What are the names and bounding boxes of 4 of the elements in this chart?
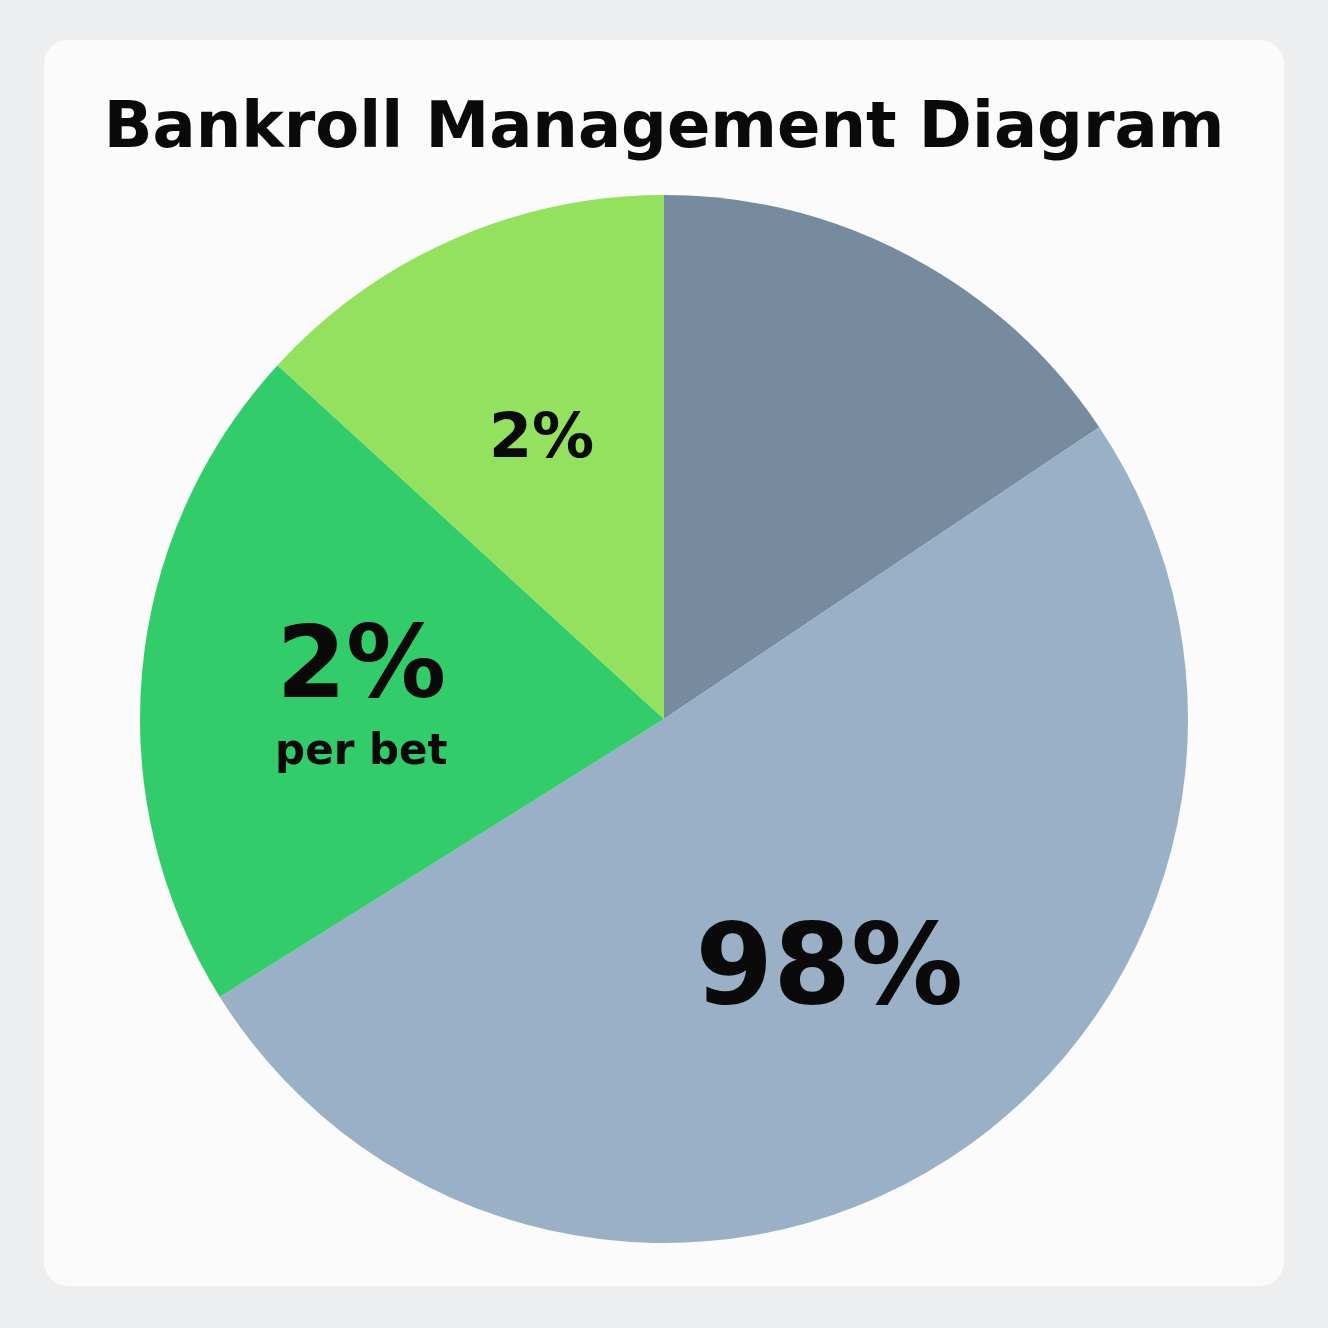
text: 2% per bet <box>275 604 448 775</box>
chart-title: Bankroll Management Diagram <box>102 88 1226 162</box>
text: 98% <box>695 899 964 1030</box>
text: 2% <box>488 398 595 472</box>
